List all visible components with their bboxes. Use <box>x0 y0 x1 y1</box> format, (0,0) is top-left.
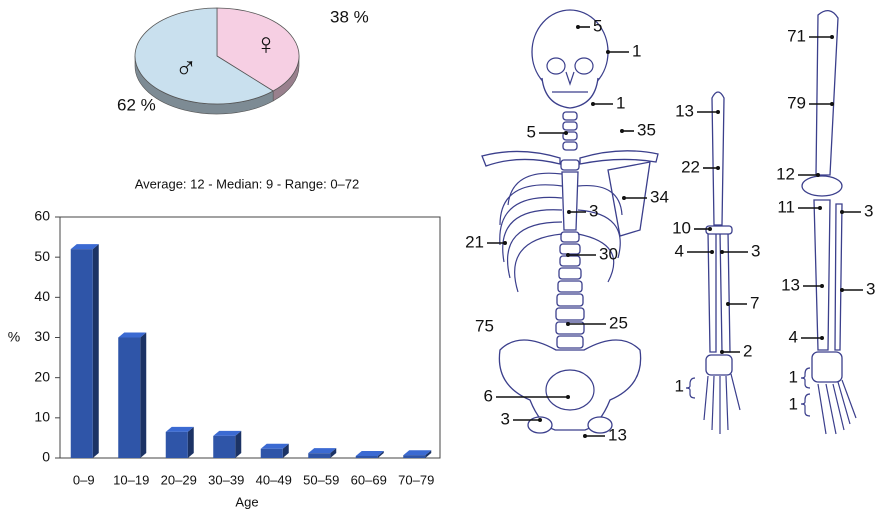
x-tick-label: 20–29 <box>161 472 197 487</box>
bone-count-label: 1 <box>789 367 798 386</box>
leader-dot <box>503 241 507 245</box>
y-axis-label: % <box>8 329 20 345</box>
bar <box>118 338 140 459</box>
bar <box>356 456 378 458</box>
leader-dot <box>566 395 570 399</box>
bone-count-label: 34 <box>650 187 669 206</box>
bar-side <box>140 333 146 459</box>
x-tick-label: 40–49 <box>256 472 292 487</box>
bar <box>261 449 283 458</box>
leader-dot <box>720 250 724 254</box>
leader-dot <box>830 35 834 39</box>
bone-count-label: 1 <box>632 41 641 60</box>
y-tick-label: 30 <box>34 328 50 344</box>
leader-dot <box>840 288 844 292</box>
bone-count-label: 13 <box>781 275 800 294</box>
leader-dot <box>567 210 571 214</box>
bar <box>71 249 93 458</box>
leader-dot <box>576 25 580 29</box>
bone-count-label: 3 <box>589 201 598 220</box>
bone-count-label: 71 <box>787 26 806 45</box>
chart-title: Average: 12 - Median: 9 - Range: 0–72 <box>135 176 360 191</box>
bone-count-label: 5 <box>527 122 536 141</box>
bone-count-label: 13 <box>675 101 694 120</box>
leader-dot <box>830 102 834 106</box>
bone-count-label: 7 <box>750 293 759 312</box>
leader-dot <box>566 253 570 257</box>
leader-dot <box>716 110 720 114</box>
x-tick-label: 0–9 <box>73 472 95 487</box>
figure: ♂62 %♀38 %Average: 12 - Median: 9 - Rang… <box>0 0 884 513</box>
bone-count-label: 35 <box>637 120 656 139</box>
bone-count-label: 4 <box>789 327 798 346</box>
y-tick-label: 10 <box>34 409 50 425</box>
skeleton-drawing <box>482 10 856 434</box>
plot-frame <box>60 217 440 458</box>
bone-count-label: 21 <box>465 232 484 251</box>
bone-count-label: 3 <box>751 241 760 260</box>
leader-dot <box>720 350 724 354</box>
pie-category: ♂ <box>175 52 198 85</box>
bone-count-label: 3 <box>501 409 510 428</box>
leader-dot <box>726 302 730 306</box>
bar-side <box>93 244 99 458</box>
x-tick-label: 30–39 <box>208 472 244 487</box>
x-tick-label: 10–19 <box>113 472 149 487</box>
bar-side <box>188 427 194 458</box>
bone-count-label: 1 <box>675 376 684 395</box>
bone-count-label: 25 <box>609 313 628 332</box>
y-tick-label: 40 <box>34 288 50 304</box>
y-tick-label: 50 <box>34 248 50 264</box>
leader-dot <box>816 173 820 177</box>
x-tick-label: 60–69 <box>351 472 387 487</box>
bone-count-label: 5 <box>593 16 602 35</box>
bone-count-label: 1 <box>616 93 625 112</box>
bone-count-label: 2 <box>743 341 752 360</box>
leader-dot <box>818 206 822 210</box>
x-tick-label: 50–59 <box>303 472 339 487</box>
leader-dot <box>591 102 595 106</box>
leader-dot <box>583 434 587 438</box>
bar <box>308 453 330 458</box>
bone-count-label: 3 <box>866 279 875 298</box>
y-tick-label: 20 <box>34 368 50 384</box>
leader-dot <box>566 322 570 326</box>
y-tick-label: 60 <box>34 208 50 224</box>
pie-value-label: 38 % <box>330 7 369 26</box>
leader-dot <box>620 129 624 133</box>
bone-count-label: 6 <box>484 386 493 405</box>
bone-count-label: 4 <box>675 241 684 260</box>
leader-dot <box>708 227 712 231</box>
pie-category: ♀ <box>255 28 278 61</box>
y-tick-label: 0 <box>42 449 50 465</box>
bone-count-label: 1 <box>789 394 798 413</box>
bone-count-label: 30 <box>599 244 618 263</box>
bone-count-label: 12 <box>776 164 795 183</box>
bone-count-label: 79 <box>787 93 806 112</box>
leader-dot <box>820 336 824 340</box>
x-tick-label: 70–79 <box>398 472 434 487</box>
bone-count-label: 3 <box>864 201 873 220</box>
bone-count-label: 13 <box>608 425 627 444</box>
bone-count-label: 75 <box>475 316 494 335</box>
bar <box>403 455 425 458</box>
leader-dot <box>820 284 824 288</box>
leader-dot <box>538 418 542 422</box>
pie-value-label: 62 % <box>117 95 156 114</box>
bone-count-label: 11 <box>777 197 795 216</box>
leader-dot <box>564 131 568 135</box>
leader-dot <box>710 250 714 254</box>
leader-dot <box>840 210 844 214</box>
leader-dot <box>716 166 720 170</box>
bar <box>166 432 188 458</box>
x-axis-label: Age <box>235 494 258 509</box>
bone-count-label: 22 <box>681 157 700 176</box>
leader-dot <box>622 196 626 200</box>
bone-count-label: 10 <box>672 218 691 237</box>
bar <box>213 436 235 458</box>
leader-dot <box>606 50 610 54</box>
